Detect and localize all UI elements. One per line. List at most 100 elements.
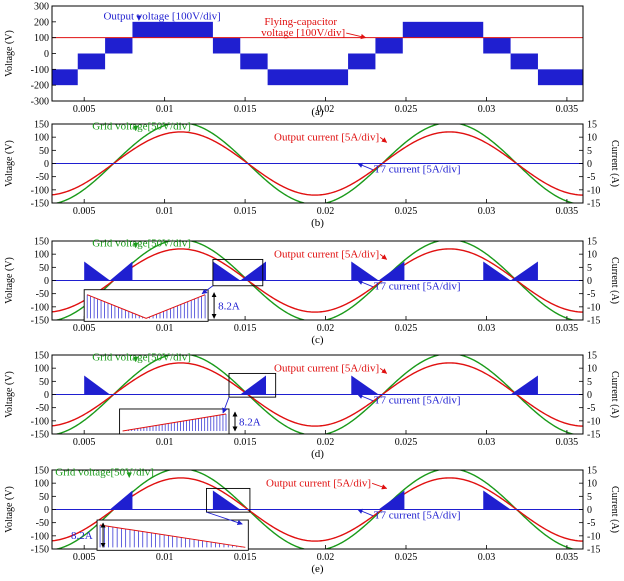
- x-tick-label-0: 0.005: [73, 104, 96, 115]
- x-tick-label-1: 0.01: [156, 437, 174, 448]
- y2-tick-label-1: -10: [587, 185, 600, 196]
- y-tick-label-0: -150: [31, 430, 49, 441]
- series-curve-0: [53, 355, 577, 434]
- chart-panel-c: -150-100-50050100150-15-10-5051015Curren…: [4, 237, 620, 347]
- y2-tick-label-0: -15: [587, 199, 600, 210]
- annotation-arrow-2: [357, 508, 373, 517]
- output-voltage-level-1: [77, 53, 106, 70]
- x-tick-label-6: 0.035: [556, 437, 579, 448]
- y2-tick-label-5: 10: [587, 250, 597, 261]
- y2-tick-label-4: 5: [587, 263, 592, 274]
- annotation-label-0: Grid voltage[50V/div]: [55, 466, 154, 478]
- y-axis-label: Voltage (V): [4, 30, 15, 77]
- x-tick-label-5: 0.03: [478, 437, 496, 448]
- panel-caption: (e): [311, 563, 324, 575]
- y2-tick-label-3: 0: [587, 390, 592, 401]
- y2-tick-label-5: 10: [587, 364, 597, 375]
- output-voltage-level-11: [510, 53, 538, 70]
- x-tick-label-4: 0.025: [395, 104, 418, 115]
- t7-current-pulse-1: [240, 375, 267, 395]
- t7-current-pulse-1: [212, 490, 241, 510]
- plot-area: [52, 124, 583, 203]
- y2-tick-label-4: 5: [587, 146, 592, 157]
- dimension-label: 8.2A: [239, 416, 261, 428]
- t7-current-pulse-2: [351, 375, 379, 395]
- output-voltage-level-12: [537, 69, 583, 86]
- annotation-label-1: Output current [5A/div]: [266, 477, 371, 489]
- series-curve-1: [52, 131, 583, 196]
- t7-current-pulse-2: [378, 490, 405, 510]
- y-tick-label-2: -50: [36, 518, 49, 529]
- y-tick-label-3: 0: [44, 49, 49, 60]
- x-tick-label-2: 0.015: [234, 206, 257, 217]
- zoom-envelope: [122, 413, 227, 432]
- plot-area: [52, 470, 583, 549]
- x-tick-label-0: 0.005: [73, 437, 96, 448]
- series-curve-0: [53, 241, 577, 320]
- t7-current-pulse-6: [483, 261, 511, 281]
- y-axis-label: Voltage (V): [4, 371, 15, 418]
- output-voltage-level-3: [132, 21, 213, 38]
- x-tick-label-4: 0.025: [395, 437, 418, 448]
- plot-area: [52, 241, 583, 320]
- y-tick-label-5: 100: [34, 364, 49, 375]
- chart-panel-b: -150-100-50050100150-15-10-5051015Curren…: [4, 120, 620, 230]
- output-voltage-level-7: [348, 53, 376, 70]
- annotation-label-1: Output current [5A/div]: [274, 248, 379, 260]
- y2-tick-label-2: -5: [587, 518, 595, 529]
- x-tick-label-6: 0.035: [556, 104, 579, 115]
- x-tick-label-5: 0.03: [478, 323, 496, 334]
- y2-tick-label-1: -10: [587, 302, 600, 313]
- x-tick-label-3: 0.02: [317, 206, 335, 217]
- y2-tick-label-1: -10: [587, 531, 600, 542]
- annotation-arrow-1: [371, 482, 388, 490]
- y-tick-label-0: -150: [31, 199, 49, 210]
- x-tick-label-6: 0.035: [556, 206, 579, 217]
- annotation-arrow-2: [357, 162, 373, 171]
- y-tick-label-2: -50: [36, 289, 49, 300]
- output-voltage-level-5: [240, 53, 268, 70]
- zoom-source-box: [206, 487, 251, 513]
- y-tick-label-2: -50: [36, 172, 49, 183]
- chart-panel-e: -150-100-50050100150-15-10-5051015Curren…: [4, 466, 620, 576]
- x-tick-label-0: 0.005: [73, 206, 96, 217]
- plot-area: [52, 355, 583, 434]
- x-tick-label-3: 0.02: [317, 437, 335, 448]
- y-tick-label-3: 0: [44, 159, 49, 170]
- t7-current-pulse-1: [109, 261, 133, 281]
- y2-tick-label-3: 0: [587, 505, 592, 516]
- y2-tick-label-2: -5: [587, 403, 595, 414]
- output-voltage-level-8: [375, 37, 403, 54]
- y2-tick-label-0: -15: [587, 545, 600, 556]
- zoom-arrow: [201, 285, 214, 295]
- output-voltage-level-2: [105, 37, 133, 54]
- output-voltage-level-0: [52, 69, 78, 86]
- x-tick-label-6: 0.035: [556, 552, 579, 563]
- series-curve-1: [52, 477, 583, 542]
- annotation-label-2: T7 current [5A/div]: [374, 395, 461, 407]
- y-tick-label-0: -300: [31, 97, 49, 108]
- zoom-envelope: [99, 524, 246, 548]
- annotation-label-1: Flying-capacitor: [264, 16, 337, 28]
- chart-panel-a: -300 -200 -100 0 100 200 300 0.005 0.01 0.015 0.02…: [4, 2, 584, 118]
- x-tick-label-0: 0.005: [73, 323, 96, 334]
- y-tick-label-6: 150: [34, 120, 49, 131]
- x-tick-label-2: 0.015: [234, 104, 257, 115]
- x-tick-label-1: 0.01: [156, 323, 174, 334]
- y-axis-label: Voltage (V): [4, 140, 15, 187]
- panel-caption: (b): [311, 217, 324, 229]
- x-tick-label-5: 0.03: [478, 104, 496, 115]
- x-tick-label-5: 0.03: [478, 552, 496, 563]
- zoom-source-box: [228, 372, 277, 398]
- annotation-label-2: T7 current [5A/div]: [374, 164, 461, 176]
- x-tick-label-5: 0.03: [478, 206, 496, 217]
- y-tick-label-3: 0: [44, 390, 49, 401]
- y-tick-label-3: 0: [44, 505, 49, 516]
- zoom-inset-box: [83, 289, 209, 322]
- x-tick-label-3: 0.02: [317, 552, 335, 563]
- t7-current-pulse-0: [109, 490, 133, 510]
- y-axis-label: Voltage (V): [4, 257, 15, 304]
- y-tick-label-4: 50: [39, 492, 49, 503]
- y-tick-label-5: 200: [34, 17, 49, 28]
